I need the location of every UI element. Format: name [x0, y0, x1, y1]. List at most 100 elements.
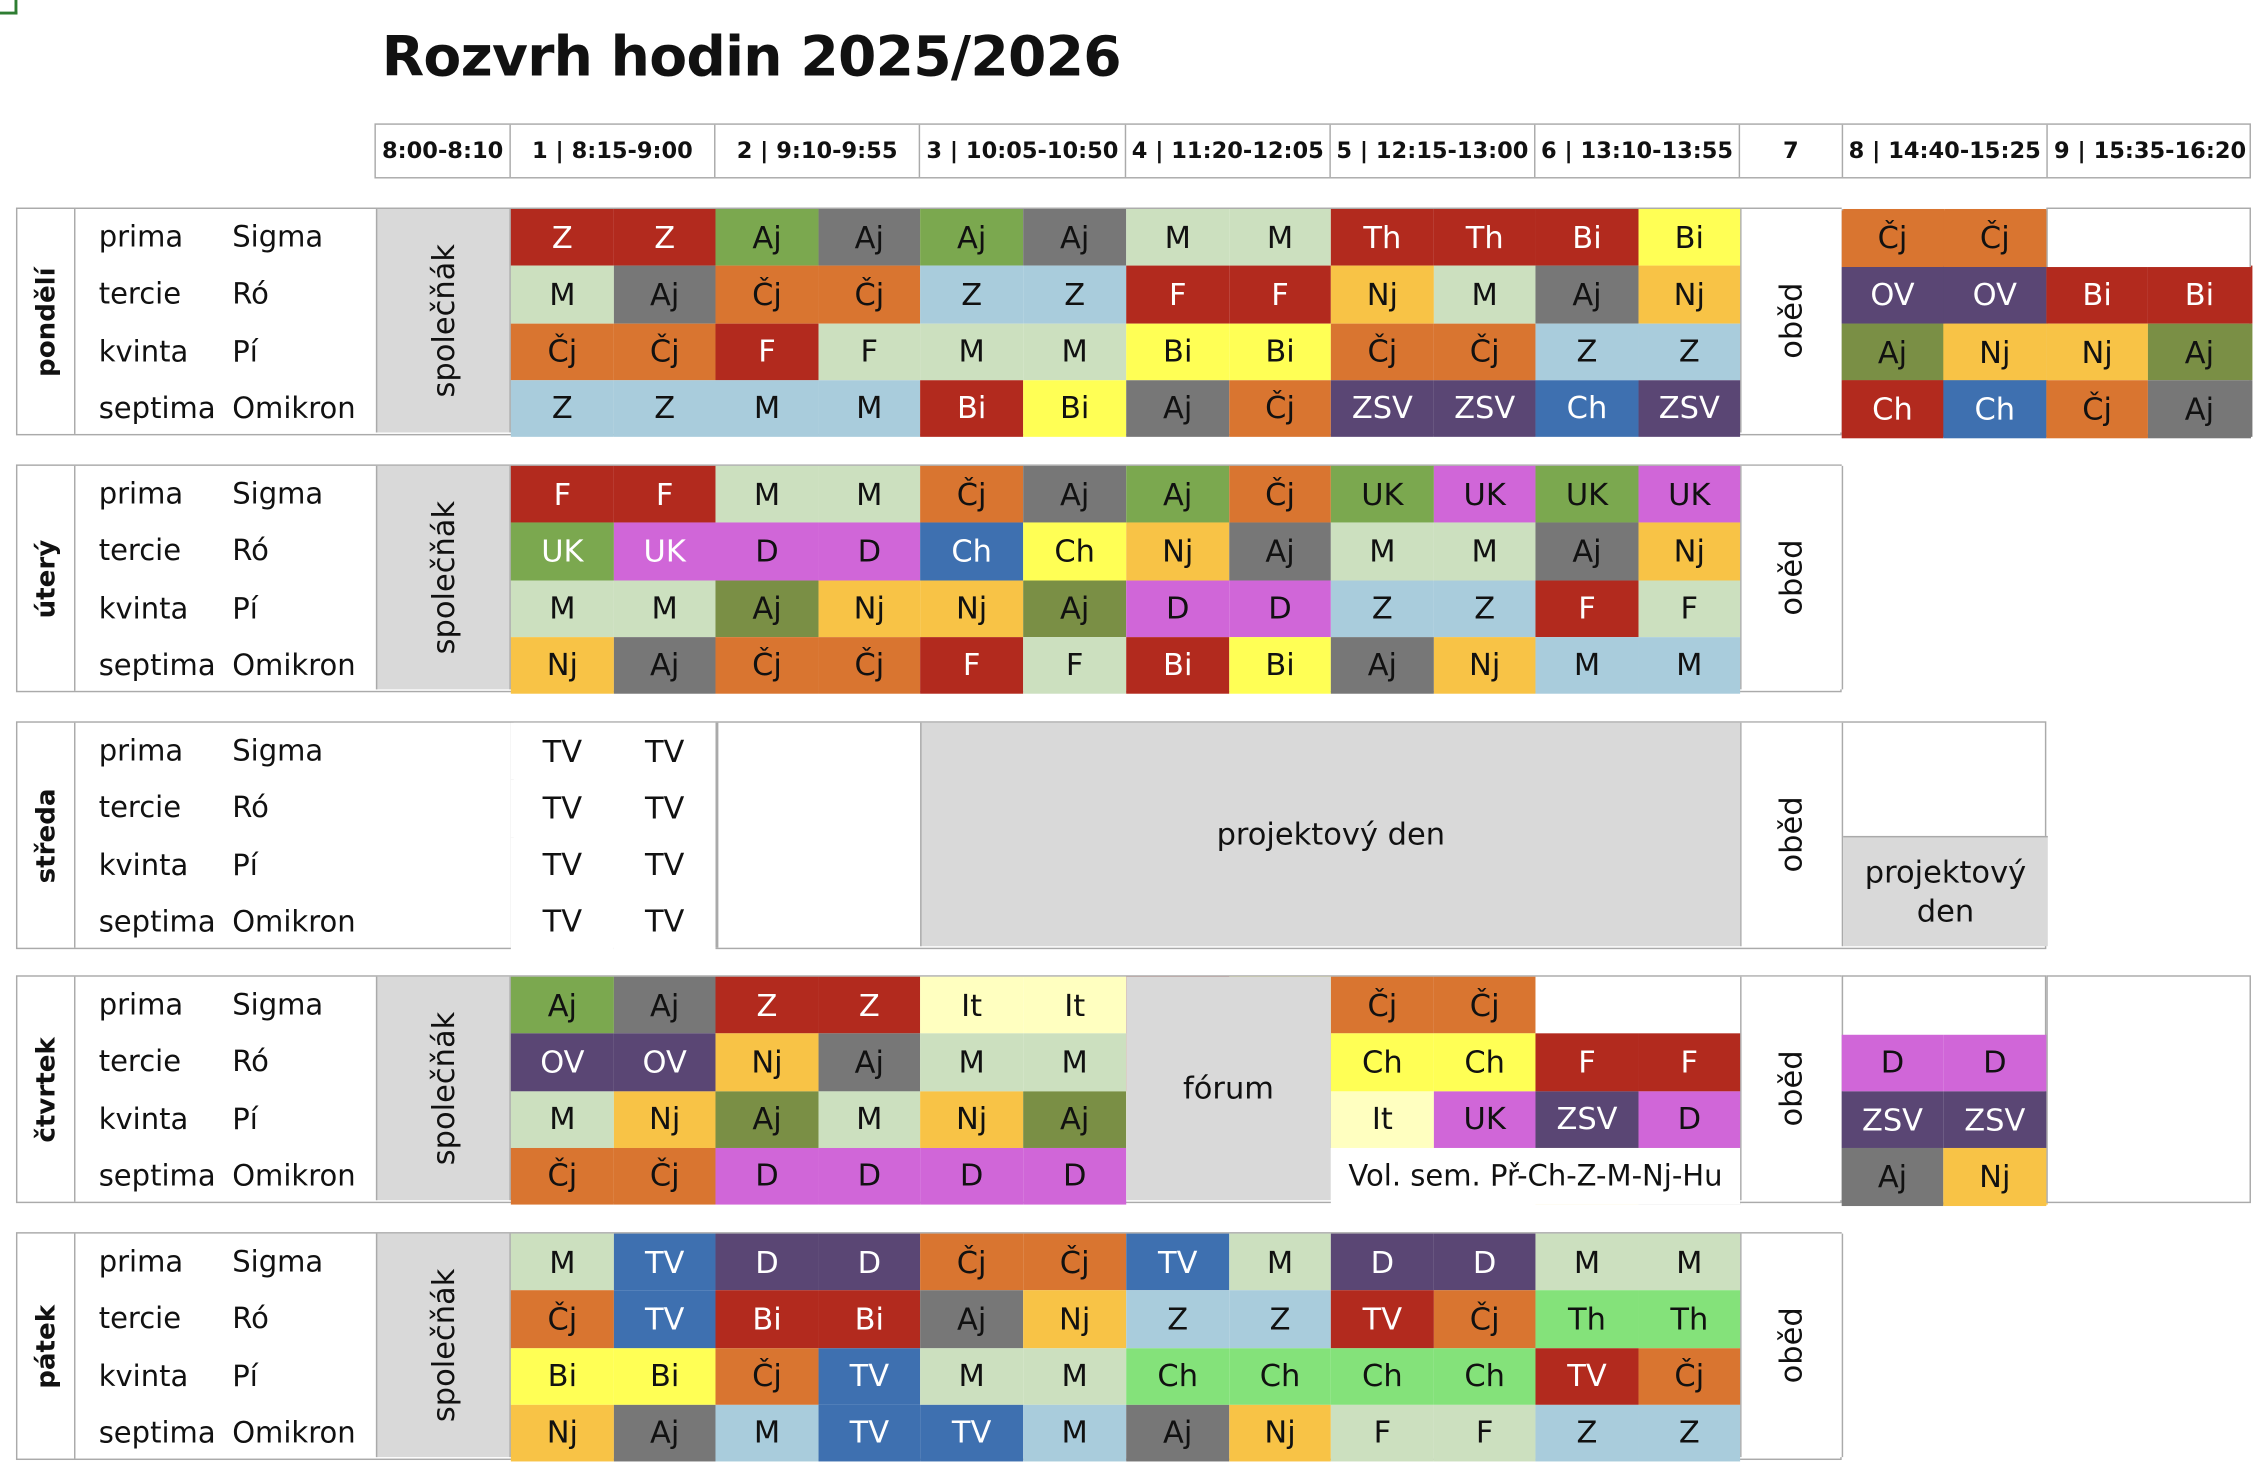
lesson-cell[interactable]: UK: [510, 522, 614, 580]
lesson-cell[interactable]: Z: [1535, 1404, 1639, 1462]
lesson-cell[interactable]: M: [1023, 1033, 1127, 1091]
lesson-cell[interactable]: M: [920, 1033, 1024, 1091]
lesson-cell[interactable]: Aj: [1841, 1148, 1944, 1206]
lesson-cell[interactable]: Nj: [510, 1404, 614, 1462]
lesson-cell[interactable]: F: [1229, 265, 1331, 323]
lesson-cell[interactable]: Aj: [1841, 323, 1944, 381]
lesson-cell[interactable]: Ch: [1126, 1347, 1230, 1405]
lesson-cell[interactable]: F: [1023, 636, 1127, 694]
lesson-cell[interactable]: Z: [1023, 265, 1127, 323]
lesson-cell[interactable]: Bi: [715, 1290, 819, 1348]
lesson-cell[interactable]: Čj: [510, 1147, 614, 1205]
lesson-cell[interactable]: OV: [510, 1033, 614, 1091]
lesson-cell[interactable]: Aj: [1126, 379, 1230, 437]
lesson-cell[interactable]: Aj: [715, 579, 819, 637]
lesson-cell[interactable]: UK: [1433, 1090, 1536, 1148]
lesson-cell[interactable]: M: [1330, 522, 1434, 580]
lesson-cell[interactable]: F: [715, 322, 819, 380]
lesson-cell[interactable]: Z: [510, 208, 614, 266]
lesson-cell[interactable]: Aj: [920, 208, 1024, 266]
lesson-cell[interactable]: UK: [1638, 465, 1741, 523]
lesson-cell[interactable]: Aj: [715, 1090, 819, 1148]
lesson-cell[interactable]: M: [1229, 1233, 1331, 1291]
lesson-cell[interactable]: F: [818, 322, 921, 380]
lesson-cell[interactable]: M: [1023, 1347, 1127, 1405]
lesson-cell[interactable]: Bi: [613, 1347, 716, 1405]
lesson-cell[interactable]: Aj: [715, 208, 819, 266]
lesson-cell[interactable]: D: [1126, 579, 1230, 637]
lesson-cell[interactable]: Čj: [1229, 465, 1331, 523]
lesson-cell[interactable]: Z: [920, 265, 1024, 323]
lesson-cell[interactable]: Z: [613, 208, 716, 266]
lesson-cell[interactable]: Čj: [1433, 322, 1536, 380]
lesson-cell[interactable]: F: [510, 465, 614, 523]
lesson-cell[interactable]: Čj: [1433, 1290, 1536, 1348]
lesson-cell[interactable]: D: [818, 1147, 921, 1205]
lesson-cell[interactable]: D: [715, 522, 819, 580]
lesson-cell[interactable]: M: [1023, 322, 1127, 380]
lesson-cell[interactable]: Nj: [1330, 265, 1434, 323]
lesson-cell[interactable]: Aj: [1330, 636, 1434, 694]
lesson-cell[interactable]: Th: [1535, 1290, 1639, 1348]
lesson-cell[interactable]: TV: [510, 893, 614, 951]
lesson-cell[interactable]: TV: [920, 1404, 1024, 1462]
lesson-cell[interactable]: F: [613, 465, 716, 523]
lesson-cell[interactable]: Bi: [2147, 266, 2251, 324]
lesson-cell[interactable]: It: [1023, 976, 1127, 1034]
lesson-cell[interactable]: Ch: [1330, 1033, 1434, 1091]
lesson-cell[interactable]: Aj: [1126, 465, 1230, 523]
lesson-cell[interactable]: M: [1638, 636, 1741, 694]
lesson-cell[interactable]: Th: [1330, 208, 1434, 266]
lesson-cell[interactable]: Nj: [1126, 522, 1230, 580]
lesson-cell[interactable]: TV: [1535, 1347, 1639, 1405]
lesson-cell[interactable]: D: [818, 1233, 921, 1291]
lesson-cell[interactable]: UK: [1433, 465, 1536, 523]
lesson-cell[interactable]: ZSV: [1330, 379, 1434, 437]
lesson-cell[interactable]: Čj: [1330, 322, 1434, 380]
lesson-cell[interactable]: D: [818, 522, 921, 580]
lesson-cell[interactable]: It: [920, 976, 1024, 1034]
lesson-cell[interactable]: Nj: [920, 1090, 1024, 1148]
lesson-cell[interactable]: D: [1229, 579, 1331, 637]
lesson-cell[interactable]: Nj: [2046, 323, 2148, 381]
lesson-cell[interactable]: ZSV: [1841, 1091, 1944, 1149]
lesson-cell[interactable]: Čj: [1330, 976, 1434, 1034]
lesson-cell[interactable]: OV: [1841, 266, 1944, 324]
lesson-cell[interactable]: Aj: [818, 208, 921, 266]
lesson-cell[interactable]: F: [1638, 1033, 1741, 1091]
lesson-cell[interactable]: TV: [613, 1290, 716, 1348]
lesson-cell[interactable]: Aj: [1229, 522, 1331, 580]
lesson-cell[interactable]: OV: [613, 1033, 716, 1091]
lesson-cell[interactable]: M: [1535, 636, 1639, 694]
lesson-cell[interactable]: It: [1330, 1090, 1434, 1148]
lesson-cell[interactable]: M: [818, 379, 921, 437]
lesson-cell[interactable]: Nj: [1023, 1290, 1127, 1348]
lesson-cell[interactable]: TV: [818, 1347, 921, 1405]
lesson-cell[interactable]: Bi: [818, 1290, 921, 1348]
lesson-cell[interactable]: M: [818, 1090, 921, 1148]
lesson-cell[interactable]: TV: [613, 779, 716, 837]
lesson-cell[interactable]: D: [1023, 1147, 1127, 1205]
lesson-cell[interactable]: Bi: [1126, 322, 1230, 380]
lesson-cell[interactable]: M: [818, 465, 921, 523]
lesson-cell[interactable]: M: [920, 1347, 1024, 1405]
lesson-cell[interactable]: Čj: [2046, 380, 2148, 438]
lesson-cell[interactable]: Aj: [613, 1404, 716, 1462]
lesson-cell[interactable]: M: [715, 1404, 819, 1462]
lesson-cell[interactable]: D: [1433, 1233, 1536, 1291]
lesson-cell[interactable]: F: [1535, 1033, 1639, 1091]
lesson-cell[interactable]: M: [1638, 1233, 1741, 1291]
lesson-cell[interactable]: Aj: [1023, 579, 1127, 637]
lesson-cell[interactable]: Z: [1638, 322, 1741, 380]
lesson-cell[interactable]: F: [920, 636, 1024, 694]
lesson-cell[interactable]: Čj: [1841, 209, 1944, 267]
lesson-cell[interactable]: Čj: [1023, 1233, 1127, 1291]
lesson-cell[interactable]: Ch: [1433, 1347, 1536, 1405]
lesson-cell[interactable]: TV: [613, 893, 716, 951]
lesson-cell[interactable]: Aj: [613, 636, 716, 694]
lesson-cell[interactable]: Aj: [2147, 380, 2251, 438]
lesson-cell[interactable]: M: [1433, 522, 1536, 580]
lesson-cell[interactable]: Bi: [1638, 208, 1741, 266]
lesson-cell[interactable]: Nj: [1943, 1148, 2047, 1206]
lesson-cell[interactable]: ZSV: [1433, 379, 1536, 437]
